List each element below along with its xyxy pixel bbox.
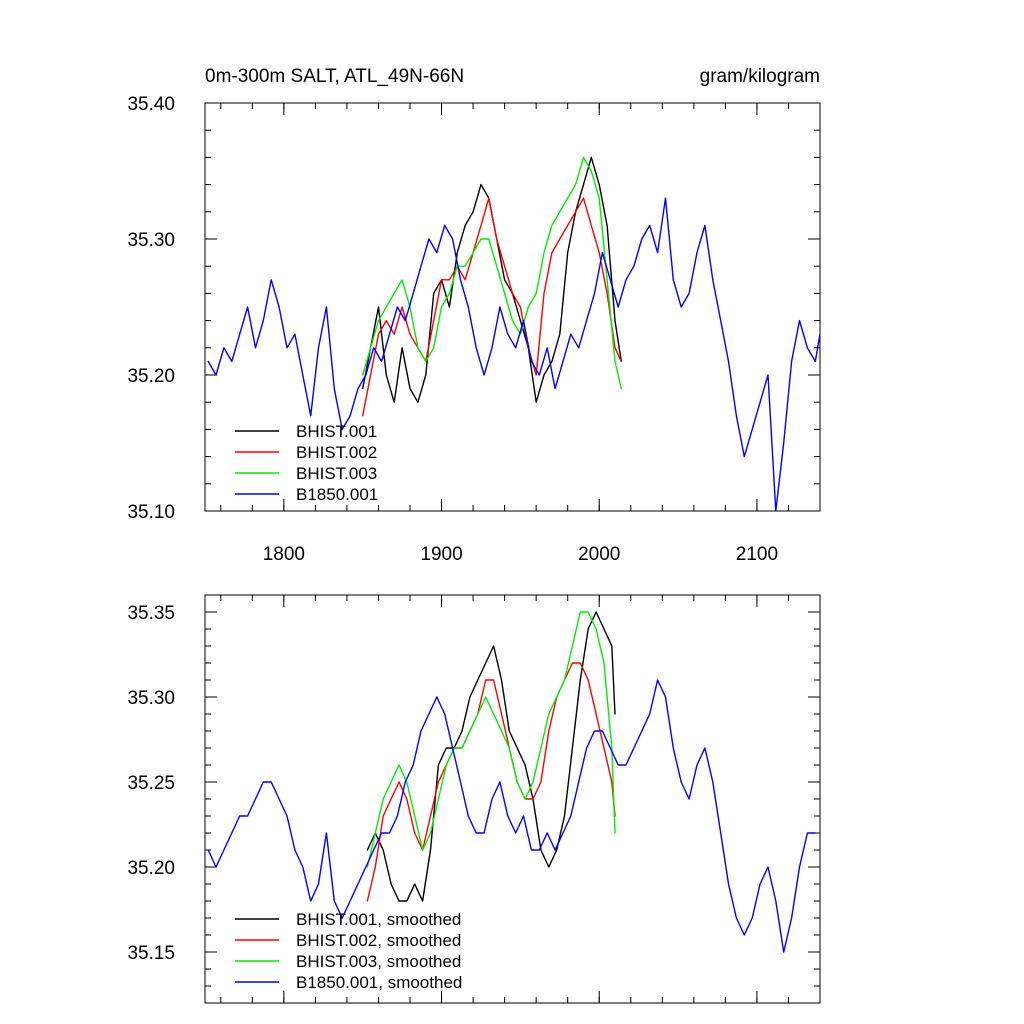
- series-line-b1850-001-smoothed: [207, 679, 816, 953]
- legend-label: BHIST.001, smoothed: [296, 910, 461, 929]
- bottom-chart-panel: 35.15 35.20 35.25 35.30 35.35 BHIST.001, smo…: [127, 594, 821, 1004]
- legend-label: B1850.001, smoothed: [296, 973, 462, 992]
- legend-label: BHIST.002: [296, 443, 377, 462]
- top-series-lines: [207, 156, 821, 512]
- legend-label: B1850.001: [296, 485, 378, 504]
- bottom-ticks: [205, 594, 821, 1004]
- bottom-y-tick-labels: 35.15 35.20 35.25 35.30 35.35: [127, 603, 175, 964]
- x-tick-label: 1800: [263, 544, 305, 565]
- top-x-tick-labels: 1800 1900 2000 2100: [263, 544, 778, 565]
- chart-title: 0m-300m SALT, ATL_49N-66N: [205, 66, 464, 87]
- x-tick-label: 1900: [420, 544, 462, 565]
- y-tick-label: 35.35: [127, 603, 175, 624]
- legend-label: BHIST.003: [296, 464, 377, 483]
- bottom-legend: BHIST.001, smoothed BHIST.002, smoothed BH…: [235, 910, 462, 992]
- series-line-bhist-002-smoothed: [366, 662, 616, 902]
- series-line-bhist-001-smoothed: [366, 611, 616, 902]
- y-tick-label: 35.25: [127, 773, 175, 794]
- top-plot-frame: [204, 102, 821, 512]
- legend-label: BHIST.001: [296, 422, 377, 441]
- y-tick-label: 35.20: [127, 858, 175, 879]
- x-tick-label: 2100: [736, 544, 778, 565]
- series-line-b1850-001: [207, 197, 821, 512]
- x-tick-label: 2000: [578, 544, 620, 565]
- y-tick-label: 35.30: [127, 230, 175, 251]
- y-tick-label: 35.15: [127, 943, 175, 964]
- units-label: gram/kilogram: [700, 66, 820, 87]
- y-tick-label: 35.20: [127, 366, 175, 387]
- series-line-bhist-003: [362, 156, 622, 390]
- series-line-bhist-003-smoothed: [366, 611, 616, 868]
- legend-label: BHIST.003, smoothed: [296, 952, 461, 971]
- legend-label: BHIST.002, smoothed: [296, 931, 461, 950]
- top-y-tick-labels: 35.10 35.20 35.30 35.40: [127, 94, 175, 523]
- bottom-series-lines: [207, 611, 816, 953]
- top-legend: BHIST.001 BHIST.002 BHIST.003 B1850.001: [235, 422, 378, 504]
- y-tick-label: 35.30: [127, 688, 175, 709]
- y-tick-label: 35.10: [127, 502, 175, 523]
- y-tick-label: 35.40: [127, 94, 175, 115]
- top-chart-panel: 0m-300m SALT, ATL_49N-66N gram/kilogram …: [127, 66, 821, 565]
- series-line-bhist-002: [362, 197, 622, 417]
